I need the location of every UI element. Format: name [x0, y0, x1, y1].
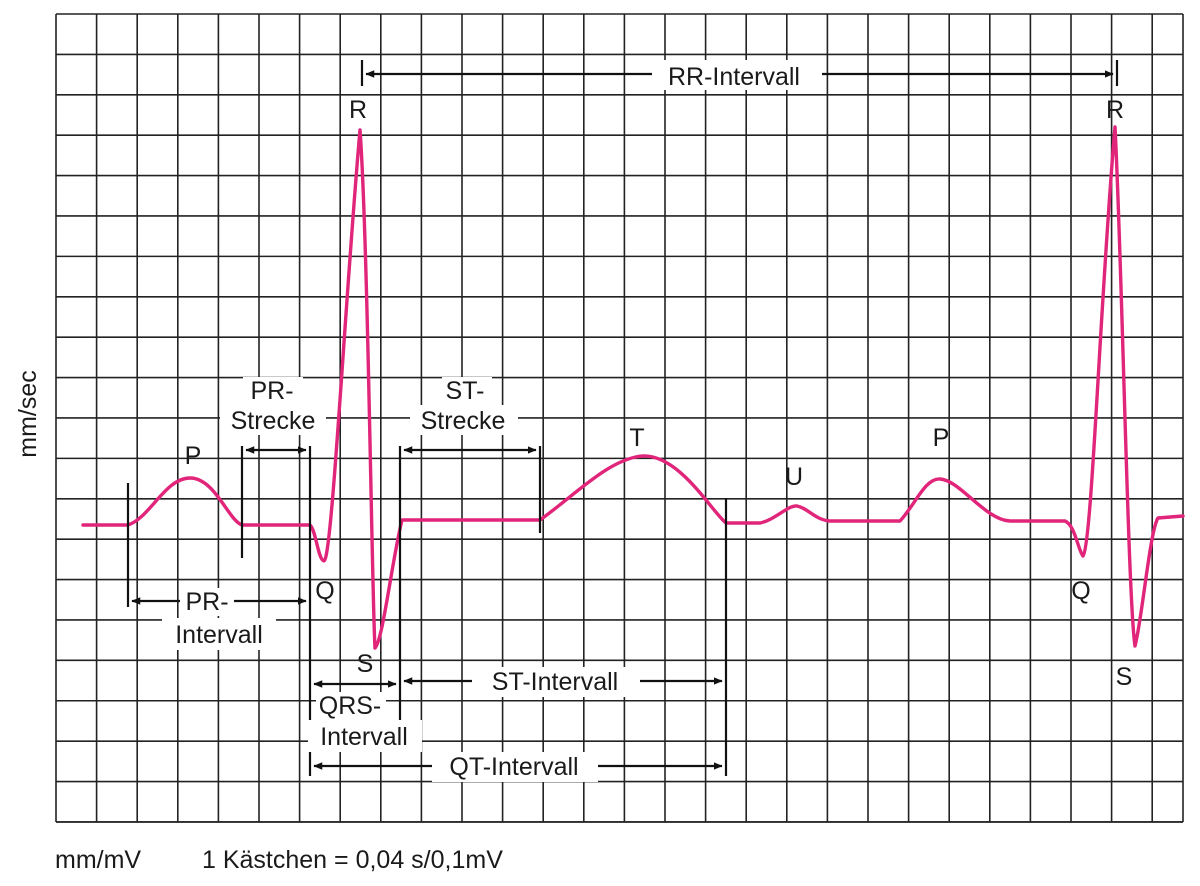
r-wave-label-2: R	[1106, 96, 1124, 124]
s-wave-label: S	[357, 650, 374, 678]
st-segment-label-line2: Strecke	[421, 407, 506, 435]
wave-labels: P Q R S T U P Q R S	[185, 96, 1133, 691]
label-backgrounds	[162, 60, 822, 782]
pr-segment-label-line1: PR-	[250, 377, 293, 405]
y-axis-label: mm/sec	[14, 370, 42, 458]
interval-labels: RR-Intervall PR- Strecke ST- Strecke PR-…	[175, 63, 800, 781]
p-wave-label-2: P	[933, 424, 950, 452]
ecg-trace	[81, 125, 1185, 650]
st-segment-label-line1: ST-	[446, 377, 485, 405]
q-wave-label-2: Q	[1071, 577, 1090, 605]
x-axis-label: mm/mV	[55, 846, 141, 874]
r-wave-label: R	[349, 96, 367, 124]
q-wave-label: Q	[315, 577, 334, 605]
pr-segment-label-line2: Strecke	[231, 407, 316, 435]
qt-interval-label: QT-Intervall	[449, 753, 578, 781]
scale-note: 1 Kästchen = 0,04 s/0,1mV	[202, 846, 503, 874]
pr-interval-label-line1: PR-	[185, 588, 228, 616]
pr-interval-label-line2: Intervall	[175, 621, 263, 649]
t-wave-label: T	[629, 424, 644, 452]
qrs-interval-label-line1: QRS-	[319, 692, 382, 720]
p-wave-label: P	[185, 442, 202, 470]
rr-interval-label: RR-Intervall	[668, 63, 800, 91]
u-wave-label: U	[785, 463, 803, 491]
qrs-interval-label-line2: Intervall	[320, 723, 408, 751]
s-wave-label-2: S	[1116, 663, 1133, 691]
st-interval-label: ST-Intervall	[492, 668, 618, 696]
